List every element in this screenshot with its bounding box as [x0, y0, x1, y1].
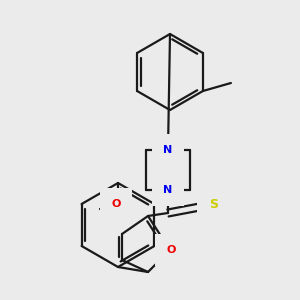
Text: O: O	[111, 199, 121, 209]
Text: O: O	[166, 245, 176, 255]
Text: S: S	[209, 199, 218, 212]
Text: N: N	[164, 145, 172, 155]
Text: N: N	[164, 185, 172, 195]
